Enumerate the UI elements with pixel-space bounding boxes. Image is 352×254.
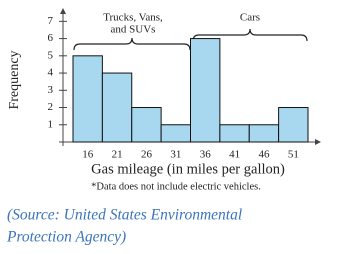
y-tick-label: 5: [48, 49, 54, 61]
source: (Source: United States Environmental: [7, 207, 242, 224]
footnote: *Data does not include electric vehicles…: [91, 181, 261, 192]
bar: [131, 107, 162, 143]
bar: [190, 38, 221, 143]
x-tick-label: 26: [141, 149, 153, 161]
x-tick-label: 21: [112, 149, 123, 161]
y-tick-label: 6: [48, 32, 54, 44]
x-tick-label: 31: [170, 149, 181, 161]
y-tick-label: 3: [48, 84, 54, 96]
bar: [219, 124, 250, 143]
x-tick-label: 51: [288, 149, 299, 161]
annotation: Trucks, Vans,: [103, 12, 163, 24]
bar: [160, 124, 191, 143]
x-tick-label: 41: [229, 149, 240, 161]
x-tick-label: 36: [200, 149, 212, 161]
y-tick-label: 7: [48, 15, 54, 27]
x-axis-label: Gas mileage (in miles per gallon): [91, 161, 285, 177]
y-axis-label: Frequency: [7, 50, 22, 109]
bar: [101, 72, 133, 143]
brace: [73, 37, 191, 51]
brace: [192, 28, 308, 42]
annotation: and SUVs: [111, 24, 156, 36]
bar: [248, 124, 280, 143]
source: Protection Agency): [6, 229, 126, 246]
y-tick-label: 1: [48, 118, 54, 130]
y-tick-label: 4: [48, 67, 54, 79]
x-tick-label: 46: [258, 149, 270, 161]
y-tick-label: 2: [48, 101, 54, 113]
bar: [278, 107, 309, 143]
annotation: Cars: [240, 12, 260, 24]
x-tick-label: 16: [82, 149, 94, 161]
bar: [72, 55, 103, 143]
